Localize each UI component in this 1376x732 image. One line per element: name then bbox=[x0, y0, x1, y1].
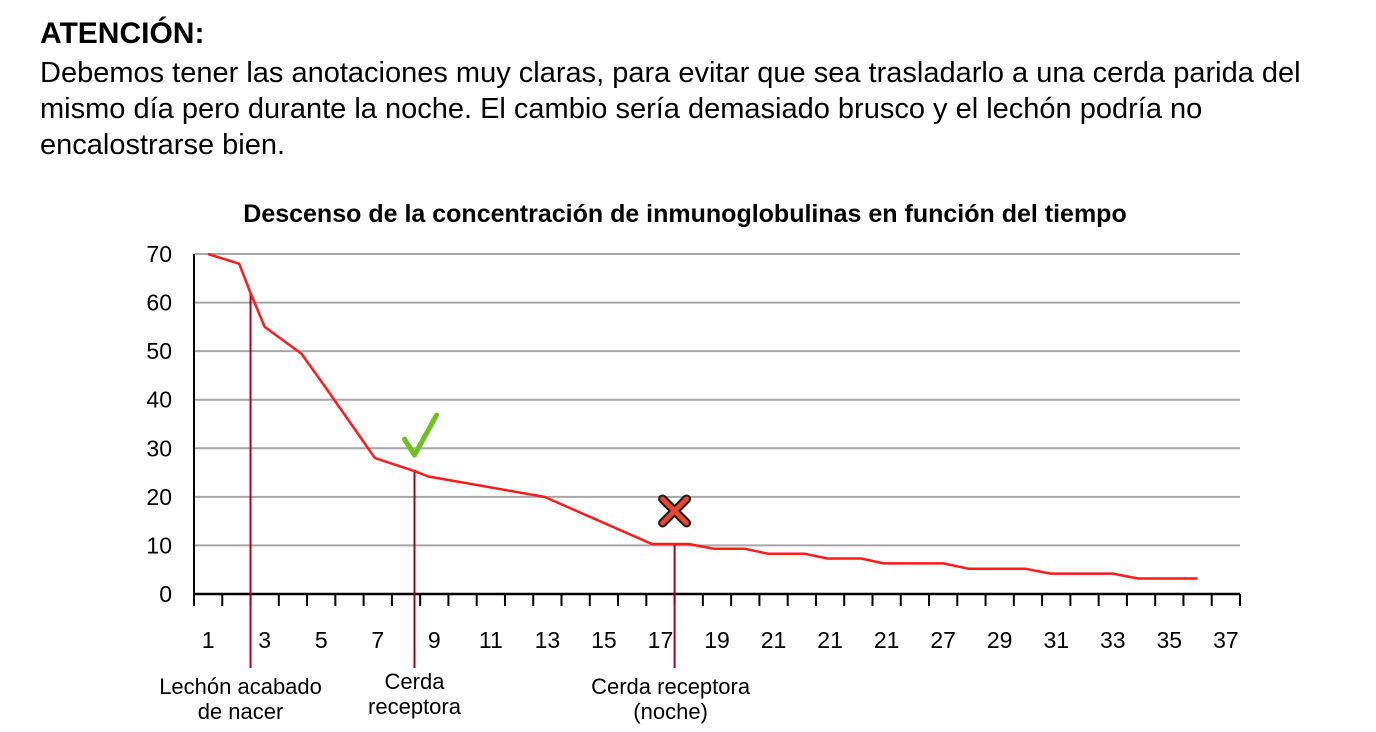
x-tick-label: 15 bbox=[591, 627, 617, 653]
x-tick-label: 27 bbox=[930, 627, 956, 653]
annotation-markers bbox=[249, 292, 676, 668]
y-tick-label: 50 bbox=[146, 338, 172, 364]
x-tick-label: 11 bbox=[479, 627, 503, 653]
x-tick-label: 33 bbox=[1100, 627, 1126, 653]
x-tick-label: 5 bbox=[315, 627, 328, 653]
y-tick-label: 30 bbox=[146, 435, 172, 461]
notice-body: Debemos tener las anotaciones muy claras… bbox=[40, 57, 1301, 161]
y-tick-label: 0 bbox=[159, 581, 172, 607]
x-tick-label: 7 bbox=[371, 627, 384, 653]
chart-axes bbox=[193, 254, 1241, 606]
x-tick-label: 37 bbox=[1213, 627, 1239, 653]
x-tick-label: 1 bbox=[202, 627, 215, 653]
check-icon bbox=[402, 412, 440, 458]
annotation-label: receptora bbox=[368, 694, 462, 719]
x-tick-label: 21 bbox=[874, 627, 900, 653]
x-tick-label: 21 bbox=[817, 627, 843, 653]
x-tick-label: 31 bbox=[1043, 627, 1069, 653]
annotation-label: Lechón acabado bbox=[159, 674, 322, 699]
cross-icon bbox=[658, 494, 692, 528]
x-tick-label: 3 bbox=[258, 627, 271, 653]
annotation-label: Cerda receptora bbox=[591, 674, 751, 699]
chart-gridlines bbox=[194, 253, 1240, 547]
series-line bbox=[207, 252, 1198, 580]
y-tick-label: 10 bbox=[146, 532, 172, 558]
x-tick-label: 13 bbox=[535, 627, 561, 653]
y-tick-label: 70 bbox=[146, 241, 172, 267]
annotation-label: (noche) bbox=[633, 699, 708, 724]
annotation-label: Cerda bbox=[385, 669, 446, 694]
x-tick-label: 19 bbox=[704, 627, 730, 653]
x-tick-label: 21 bbox=[761, 627, 787, 653]
y-tick-label: 60 bbox=[146, 290, 172, 316]
x-tick-label: 29 bbox=[987, 627, 1013, 653]
x-tick-label: 35 bbox=[1157, 627, 1183, 653]
notice-heading: ATENCIÓN: bbox=[40, 17, 205, 50]
y-tick-label: 20 bbox=[146, 484, 172, 510]
chart-series bbox=[207, 252, 1198, 580]
cross-fill bbox=[660, 496, 690, 526]
x-tick-label: 17 bbox=[648, 627, 674, 653]
y-tick-label: 40 bbox=[146, 387, 172, 413]
x-tick-label: 9 bbox=[428, 627, 441, 653]
chart-title: Descenso de la concentración de inmunogl… bbox=[243, 200, 1126, 228]
annotation-symbols bbox=[402, 412, 692, 528]
annotation-label: de nacer bbox=[198, 699, 284, 724]
